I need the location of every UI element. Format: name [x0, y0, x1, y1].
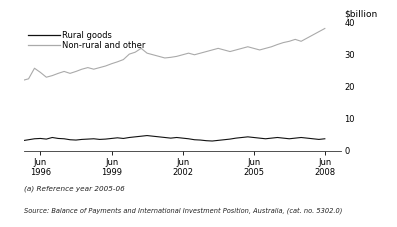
Text: (a) Reference year 2005-06: (a) Reference year 2005-06: [24, 185, 125, 192]
Text: Non-rural and other: Non-rural and other: [62, 41, 145, 50]
Text: Source: Balance of Payments and International Investment Position, Australia, (c: Source: Balance of Payments and Internat…: [24, 208, 342, 214]
Text: Rural goods: Rural goods: [62, 31, 112, 40]
Y-axis label: $billion: $billion: [344, 10, 377, 19]
